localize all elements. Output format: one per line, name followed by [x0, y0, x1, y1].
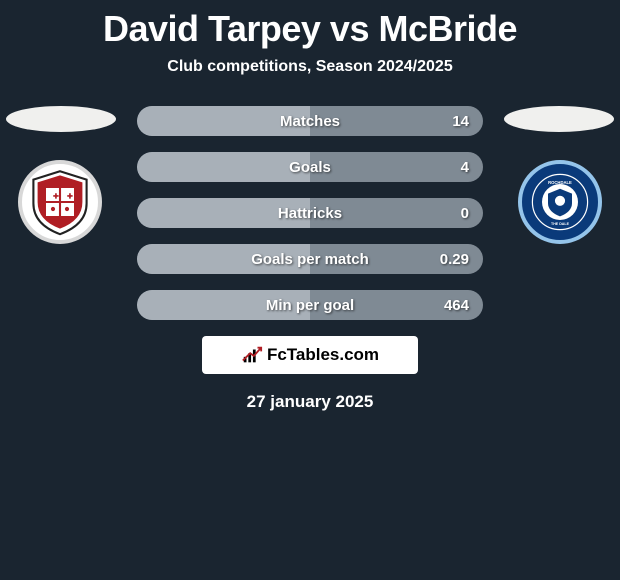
- stat-row: Goals per match0.29: [137, 244, 483, 274]
- svg-text:✚: ✚: [53, 193, 59, 201]
- flag-left: [6, 106, 116, 132]
- page-title: David Tarpey vs McBride: [0, 0, 620, 50]
- stat-row: Min per goal464: [137, 290, 483, 320]
- svg-text:THE DALE: THE DALE: [551, 222, 570, 226]
- club-badge-right: ROCHDALE THE DALE: [518, 160, 602, 244]
- stat-label: Min per goal: [137, 290, 483, 320]
- stat-label: Hattricks: [137, 198, 483, 228]
- club-badge-left: ✚ ✚: [18, 160, 102, 244]
- stat-value-right: 464: [444, 290, 469, 320]
- subtitle: Club competitions, Season 2024/2025: [0, 58, 620, 76]
- stat-row: Goals4: [137, 152, 483, 182]
- stat-value-right: 4: [461, 152, 469, 182]
- stat-value-right: 14: [452, 106, 469, 136]
- date-label: 27 january 2025: [0, 392, 620, 412]
- stat-row: Hattricks0: [137, 198, 483, 228]
- stat-label: Matches: [137, 106, 483, 136]
- chart-icon: [241, 344, 263, 366]
- comparison-area: ✚ ✚ ROCHDALE THE DALE Matches14 Goals4 Hat…: [0, 106, 620, 412]
- attribution-text: FcTables.com: [267, 345, 379, 365]
- attribution-badge: FcTables.com: [202, 336, 418, 374]
- stat-label: Goals: [137, 152, 483, 182]
- svg-text:✚: ✚: [67, 193, 73, 201]
- stats-list: Matches14 Goals4 Hattricks0 Goals per match…: [137, 106, 483, 320]
- stat-row: Matches14: [137, 106, 483, 136]
- flag-right: [504, 106, 614, 132]
- rochdale-badge-icon: ROCHDALE THE DALE: [530, 172, 590, 232]
- stat-label: Goals per match: [137, 244, 483, 274]
- stat-value-right: 0.29: [440, 244, 469, 274]
- woking-badge-icon: ✚ ✚: [25, 167, 95, 237]
- stat-value-right: 0: [461, 198, 469, 228]
- svg-text:ROCHDALE: ROCHDALE: [548, 180, 572, 185]
